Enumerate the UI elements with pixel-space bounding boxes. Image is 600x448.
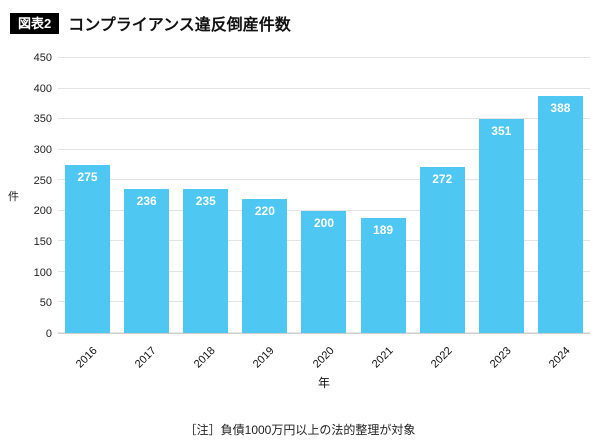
- bar-value-label: 236: [136, 193, 157, 208]
- y-tick-label: 0: [45, 328, 52, 340]
- chart-header: 図表2 コンプライアンス違反倒産件数: [10, 11, 291, 35]
- bar-2016: 275: [65, 164, 111, 333]
- bar-slot: 236: [117, 58, 176, 333]
- x-tick-label: 2019: [251, 344, 278, 371]
- bar-value-label: 200: [313, 215, 334, 230]
- gridline: [58, 209, 590, 211]
- bar-value-label: 275: [77, 169, 98, 184]
- bar-2024: 388: [537, 95, 583, 333]
- gridline: [58, 179, 590, 181]
- x-tick-slot: 2023: [472, 334, 531, 374]
- bar-2020: 200: [301, 210, 347, 333]
- y-tick-label: 50: [39, 297, 52, 310]
- x-tick-label: 2020: [310, 344, 337, 371]
- bar-value-label: 272: [432, 171, 453, 186]
- bar-slot: 351: [472, 58, 531, 333]
- x-tick-label: 2016: [74, 344, 100, 371]
- page-title: コンプライアンス違反倒産件数: [68, 17, 291, 34]
- bar-value-label: 235: [195, 194, 216, 209]
- x-tick-slot: 2022: [413, 334, 472, 374]
- bar-slot: 235: [176, 58, 235, 333]
- y-tick-label: 300: [33, 144, 52, 156]
- gridline: [58, 148, 590, 150]
- bar-slot: 275: [58, 58, 117, 333]
- x-tick-label: 2022: [428, 344, 455, 371]
- bar-2022: 272: [419, 166, 465, 333]
- x-tick-slot: 2020: [294, 334, 353, 374]
- y-tick-label: 250: [33, 174, 52, 187]
- gridline: [58, 57, 590, 58]
- y-tick-label: 200: [33, 205, 52, 218]
- y-axis-label: 件: [8, 191, 19, 203]
- bar-2023: 351: [478, 118, 524, 333]
- bar-2017: 236: [124, 188, 170, 333]
- x-tick-slot: 2018: [176, 334, 235, 374]
- y-tick-label: 400: [33, 82, 52, 95]
- x-tick-slot: 2016: [58, 334, 117, 374]
- bar-chart: 件 0 50 100 150 200 250 300 350 400 450 275 236 235 2…: [8, 52, 590, 394]
- y-tick-label: 150: [33, 236, 52, 248]
- footnote: ［注］負債1000万円以上の法的整理が対象: [184, 423, 416, 437]
- y-tick-label: 350: [33, 113, 52, 126]
- x-axis: 年: [58, 374, 590, 394]
- bar-value-label: 351: [491, 123, 512, 138]
- plot-area: 275 236 235 220 200 189 272 351 388: [58, 57, 590, 334]
- x-axis-ticks: 2016 2017 2018 2019 2020 2021 2022 2023 2024: [58, 334, 590, 374]
- x-tick-label: 2023: [487, 344, 514, 371]
- bar-slot: 200: [294, 58, 353, 333]
- gridline: [58, 87, 590, 89]
- x-tick-slot: 2024: [531, 334, 590, 374]
- x-tick-slot: 2019: [235, 334, 294, 374]
- x-tick-slot: 2021: [354, 334, 413, 374]
- y-tick-label: 100: [33, 266, 52, 279]
- x-tick-label: 2021: [369, 344, 396, 371]
- bar-slot: 220: [235, 58, 294, 333]
- x-tick-label: 2024: [546, 344, 573, 371]
- x-axis-label: 年: [317, 376, 330, 390]
- bar-series: 275 236 235 220 200 189 272 351 388: [58, 58, 590, 333]
- bar-slot: 272: [413, 58, 472, 333]
- x-tick-label: 2018: [192, 344, 219, 371]
- y-axis-ticks: 0 50 100 150 200 250 300 350 400 450: [24, 52, 58, 340]
- x-tick-slot: 2017: [117, 334, 176, 374]
- bar-2021: 189: [360, 217, 406, 333]
- bar-value-label: 220: [254, 203, 275, 218]
- figure-badge: 図表2: [10, 12, 60, 34]
- gridline: [58, 118, 590, 120]
- bar-value-label: 189: [373, 222, 394, 237]
- x-tick-label: 2017: [133, 344, 159, 371]
- y-axis: 件: [8, 58, 24, 334]
- bar-slot: 189: [354, 58, 413, 333]
- bar-2019: 220: [242, 198, 288, 333]
- bar-value-label: 388: [550, 100, 571, 115]
- y-tick-label: 450: [33, 52, 52, 64]
- bar-2018: 235: [183, 189, 229, 333]
- bar-slot: 388: [531, 58, 590, 333]
